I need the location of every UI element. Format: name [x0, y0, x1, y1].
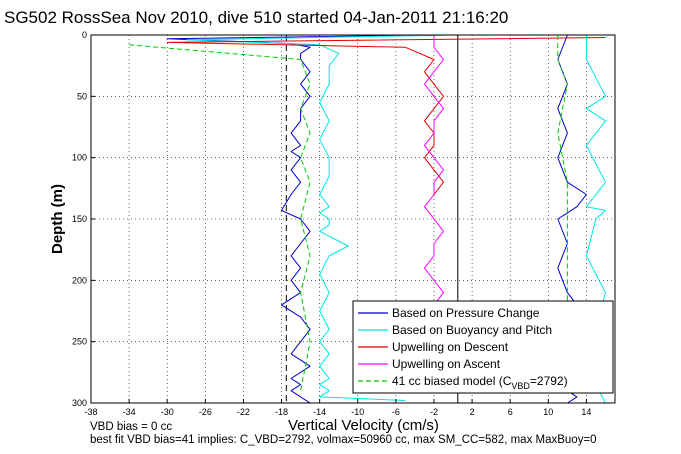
y-tick-label: 250: [72, 337, 87, 347]
y-axis-label: Depth (m): [49, 184, 66, 254]
series-line-0: [166, 34, 435, 404]
legend-label: Based on Pressure Change: [392, 306, 540, 320]
legend-label: Based on Buoyancy and Pitch: [392, 323, 552, 337]
y-tick-label: 300: [72, 398, 87, 408]
x-tick-label: 6: [508, 407, 513, 417]
y-tick-label: 150: [72, 214, 87, 224]
x-tick-label: -34: [123, 407, 136, 417]
legend-label: Upwelling on Ascent: [392, 357, 501, 371]
series-line-4: [129, 44, 311, 391]
x-tick-label: -18: [275, 407, 288, 417]
ticks: -38 -34 -30 -26 -22 -18 -14 -10 -6 -2 2 6 10 14050100…: [72, 30, 591, 417]
chart-title: SG502 RossSea Nov 2010, dive 510 started…: [4, 8, 508, 27]
x-tick-label: 2: [470, 407, 475, 417]
footnote-vbd-bias: VBD bias = 0 cc: [90, 421, 173, 433]
legend-label: Upwelling on Descent: [392, 340, 509, 354]
y-tick-label: 0: [82, 30, 87, 40]
y-tick-label: 100: [72, 153, 87, 163]
series-line-2: [166, 37, 606, 195]
x-tick-label: -14: [313, 407, 326, 417]
legend-box: [352, 300, 614, 394]
x-tick-label: -6: [392, 407, 400, 417]
x-tick-label: 14: [581, 407, 591, 417]
x-tick-label: -26: [199, 407, 212, 417]
x-tick-label: -10: [351, 407, 364, 417]
x-axis-label: Vertical Velocity (cm/s): [288, 417, 439, 434]
footnote-best-fit: best fit VBD bias=41 implies: C_VBD=2792…: [90, 434, 597, 446]
x-tick-label: -2: [430, 407, 438, 417]
x-tick-label: -38: [84, 407, 97, 417]
x-tick-label: -22: [237, 407, 250, 417]
series-line-7: [557, 35, 568, 342]
legend: Based on Pressure Change Based on Buoyanc…: [352, 300, 614, 394]
y-tick-label: 50: [77, 91, 87, 101]
x-tick-label: 10: [543, 407, 553, 417]
y-tick-label: 200: [72, 275, 87, 285]
series-line-1: [185, 34, 454, 401]
x-tick-label: -30: [161, 407, 174, 417]
